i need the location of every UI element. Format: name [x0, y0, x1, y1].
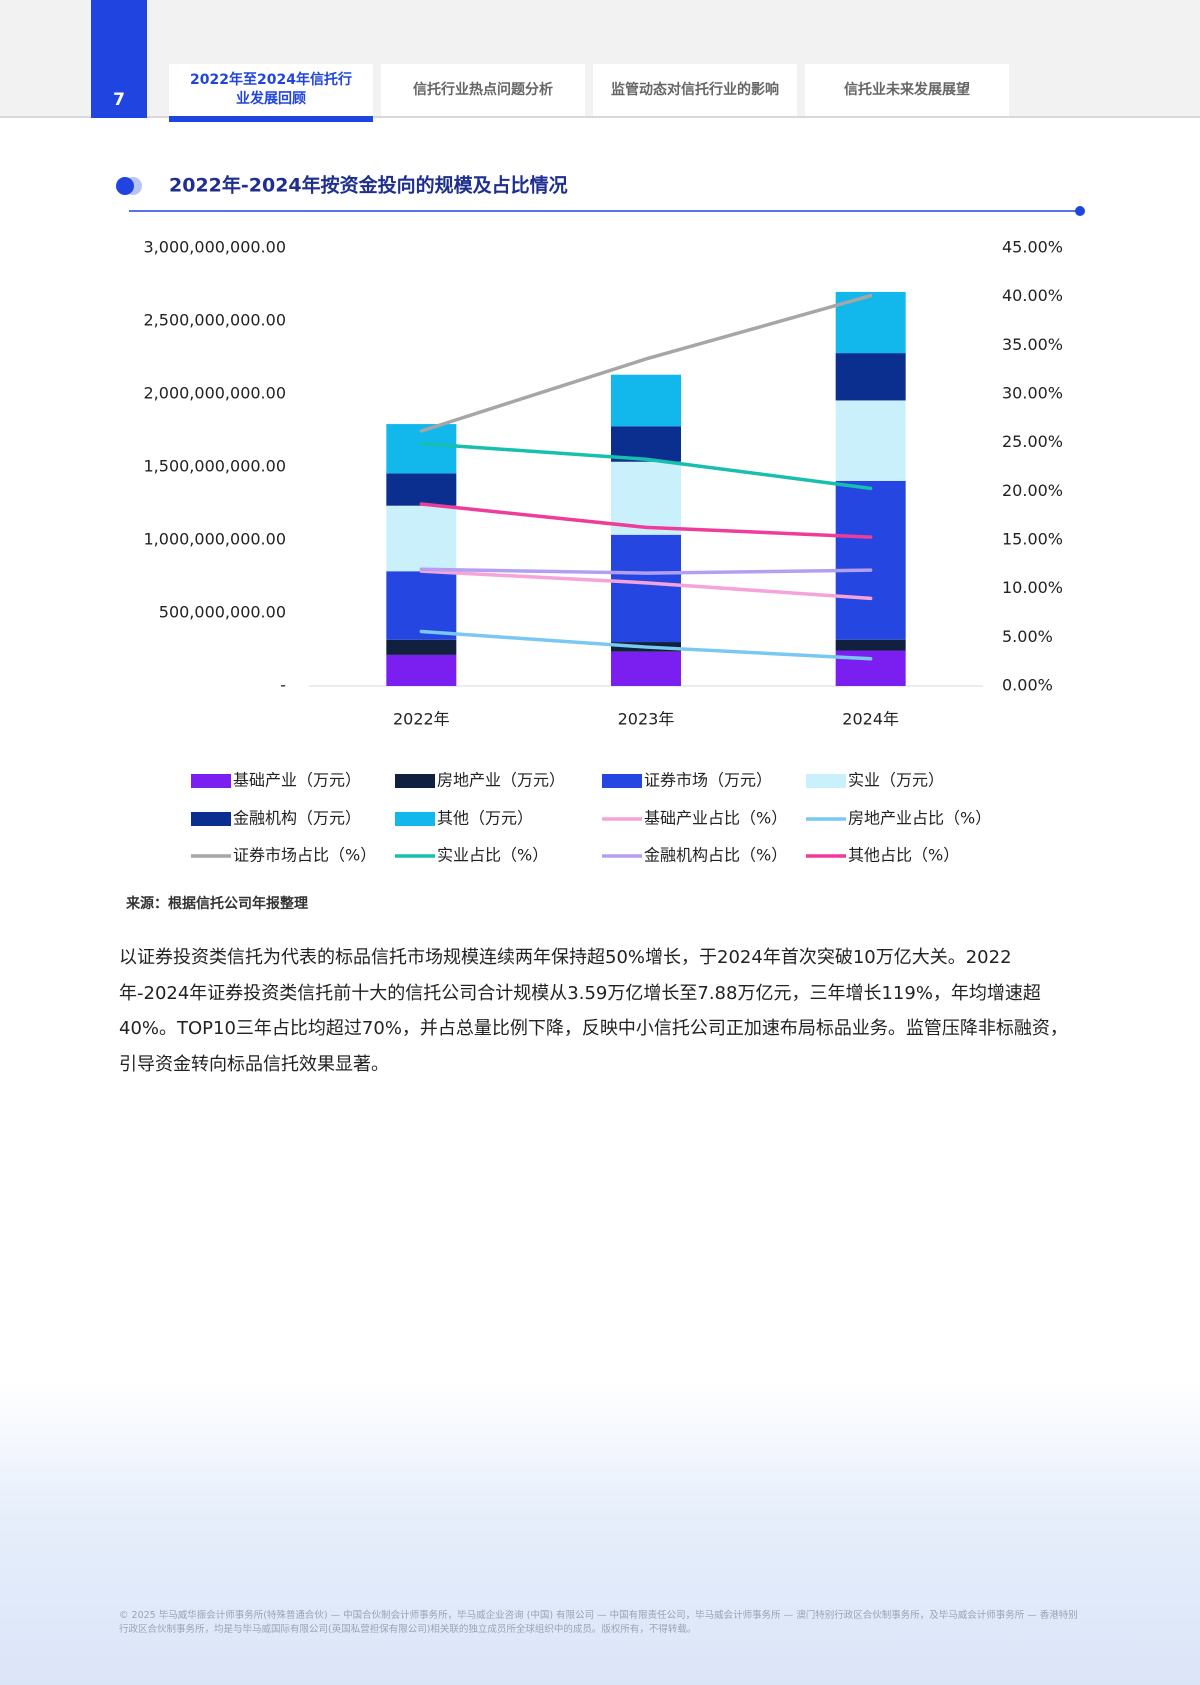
- y-tick-label: -: [280, 676, 286, 695]
- bar-segment: [611, 461, 681, 535]
- legend-swatch: [191, 774, 231, 788]
- x-tick-label: 2024年: [842, 710, 899, 729]
- nav-tab[interactable]: 信托行业热点问题分析: [381, 64, 585, 116]
- nav-tab[interactable]: 2022年至2024年信托行业发展回顾: [169, 64, 373, 122]
- line-series: [419, 569, 873, 601]
- bar-segment: [386, 639, 457, 655]
- legend-label: 证券市场占比（%）: [233, 846, 376, 865]
- bar-segment: [386, 571, 457, 640]
- page-number: 7: [91, 0, 147, 118]
- x-tick-label: 2022年: [393, 710, 450, 729]
- legend-swatch: [602, 774, 642, 788]
- legend-label: 房地产业（万元）: [437, 771, 565, 790]
- y-tick-label: 2,000,000,000.00: [144, 384, 287, 403]
- bar-segment: [611, 651, 681, 686]
- legend-swatch: [395, 812, 435, 826]
- legend-label: 基础产业（万元）: [233, 771, 361, 790]
- y2-tick-label: 15.00%: [1002, 530, 1063, 549]
- bar-segment: [386, 473, 457, 506]
- legend-swatch: [395, 774, 435, 788]
- legend-label: 金融机构占比（%）: [644, 846, 787, 865]
- y2-tick-label: 20.00%: [1002, 481, 1063, 500]
- bar-segment: [835, 639, 906, 651]
- y2-tick-label: 35.00%: [1002, 335, 1063, 354]
- title-icon: [116, 177, 134, 195]
- y2-tick-label: 45.00%: [1002, 238, 1063, 257]
- y2-tick-label: 30.00%: [1002, 384, 1063, 403]
- chart: 2022年-2024年按资金投向的规模及占比情况 - 500,000,000.00…: [116, 174, 1085, 865]
- line-series: [419, 629, 873, 661]
- source-note: 来源：根据信托公司年报整理: [126, 896, 308, 912]
- legend-label: 房地产业占比（%）: [848, 809, 991, 828]
- y-tick-label: 500,000,000.00: [159, 603, 286, 622]
- bar-segment: [386, 654, 457, 686]
- y-tick-label: 1,000,000,000.00: [144, 530, 287, 549]
- legend-label: 实业占比（%）: [437, 846, 548, 865]
- nav-tab[interactable]: 信托业未来发展展望: [805, 64, 1009, 116]
- bar-segment: [835, 400, 906, 481]
- legend-label: 其他（万元）: [437, 809, 533, 828]
- legend-label: 其他占比（%）: [848, 846, 959, 865]
- bar-segment: [386, 505, 457, 572]
- line-series: [419, 567, 873, 575]
- legend-swatch: [191, 812, 231, 826]
- legend-label: 证券市场（万元）: [644, 771, 772, 790]
- y2-tick-label: 5.00%: [1002, 627, 1053, 646]
- bar-segment: [835, 480, 906, 640]
- y2-tick-label: 40.00%: [1002, 286, 1063, 305]
- y-tick-label: 3,000,000,000.00: [144, 238, 287, 257]
- x-tick-label: 2023年: [618, 710, 675, 729]
- section-title: 2022年-2024年按资金投向的规模及占比情况: [169, 174, 568, 197]
- bar-segment: [835, 353, 906, 401]
- y-tick-label: 2,500,000,000.00: [144, 311, 287, 330]
- footer-copyright: © 2025 毕马威华振会计师事务所(特殊普通合伙) — 中国合伙制会计师事务所…: [119, 1610, 1078, 1635]
- line-series: [419, 441, 873, 491]
- body-paragraph: 以证券投资类信托为代表的标品信托市场规模连续两年保持超50%增长，于2024年首…: [119, 947, 1068, 1075]
- bar-segment: [611, 534, 681, 643]
- bar-segment: [611, 374, 681, 427]
- nav-tab[interactable]: 监管动态对信托行业的影响: [593, 64, 797, 116]
- y2-tick-label: 10.00%: [1002, 578, 1063, 597]
- y-tick-label: 1,500,000,000.00: [144, 457, 287, 476]
- legend-label: 实业（万元）: [848, 771, 944, 790]
- title-rule-dot: [1075, 206, 1085, 216]
- y2-tick-label: 25.00%: [1002, 432, 1063, 451]
- y2-tick-label: 0.00%: [1002, 676, 1053, 695]
- bar-segment: [611, 426, 681, 462]
- line-series: [419, 502, 873, 539]
- line-series: [419, 293, 873, 433]
- legend-swatch: [806, 774, 846, 788]
- legend-label: 基础产业占比（%）: [644, 809, 787, 828]
- legend-label: 金融机构（万元）: [233, 809, 361, 828]
